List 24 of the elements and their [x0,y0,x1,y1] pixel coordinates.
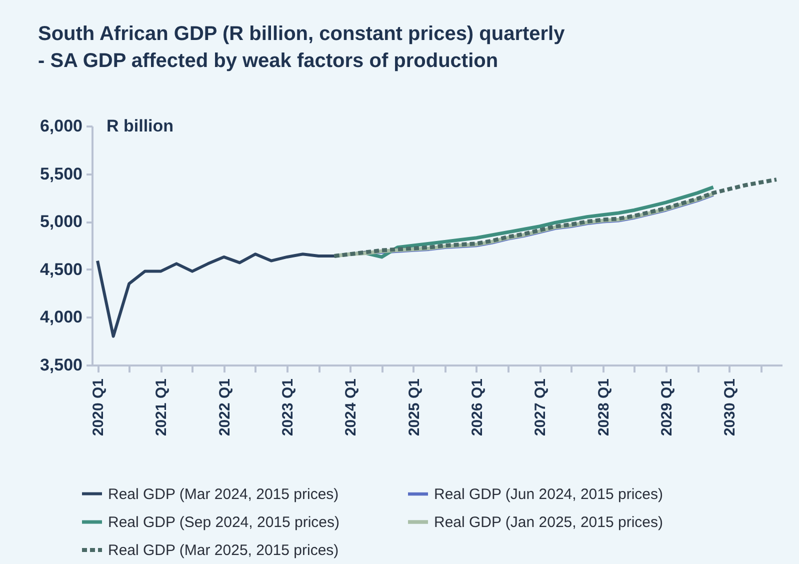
x-tick-label: 2030 Q1 [722,378,739,436]
x-tick-label: 2026 Q1 [468,378,486,436]
x-tick-label: 2025 Q1 [406,378,423,436]
y-tick-label: 4,000 [40,308,82,327]
legend-label: Real GDP (Mar 2025, 2015 prices) [108,542,339,559]
x-tick-label: 2022 Q1 [216,378,234,436]
legend-label: Real GDP (Jun 2024, 2015 prices) [434,486,664,503]
x-tick-label: 2027 Q1 [532,378,550,436]
y-tick-label: 5,000 [40,212,82,232]
legend-label: Real GDP (Sep 2024, 2015 prices) [108,514,340,531]
legend-label: Real GDP (Mar 2024, 2015 prices) [108,486,339,503]
x-tick-label: 2021 Q1 [153,378,170,436]
y-tick-label: 3,500 [40,356,82,374]
x-tick-label: 2023 Q1 [280,378,296,436]
x-tick-label: 2024 Q1 [342,378,360,436]
x-tick-label: 2020 Q1 [90,378,108,436]
legend-label: Real GDP (Jan 2025, 2015 prices) [434,514,664,531]
x-tick-label: 2028 Q1 [595,378,612,436]
chart-title: South African GDP (R billion, constant prices) quarterly - SA GDP affected by weak factors of production [38,23,566,72]
y-tick-label: 6,000 [40,116,82,136]
x-tick-label: 2029 Q1 [658,378,676,436]
y-tick-label: 4,500 [40,260,82,279]
y-axis-title: R billion [106,116,174,136]
y-tick-label: 5,500 [40,164,82,184]
